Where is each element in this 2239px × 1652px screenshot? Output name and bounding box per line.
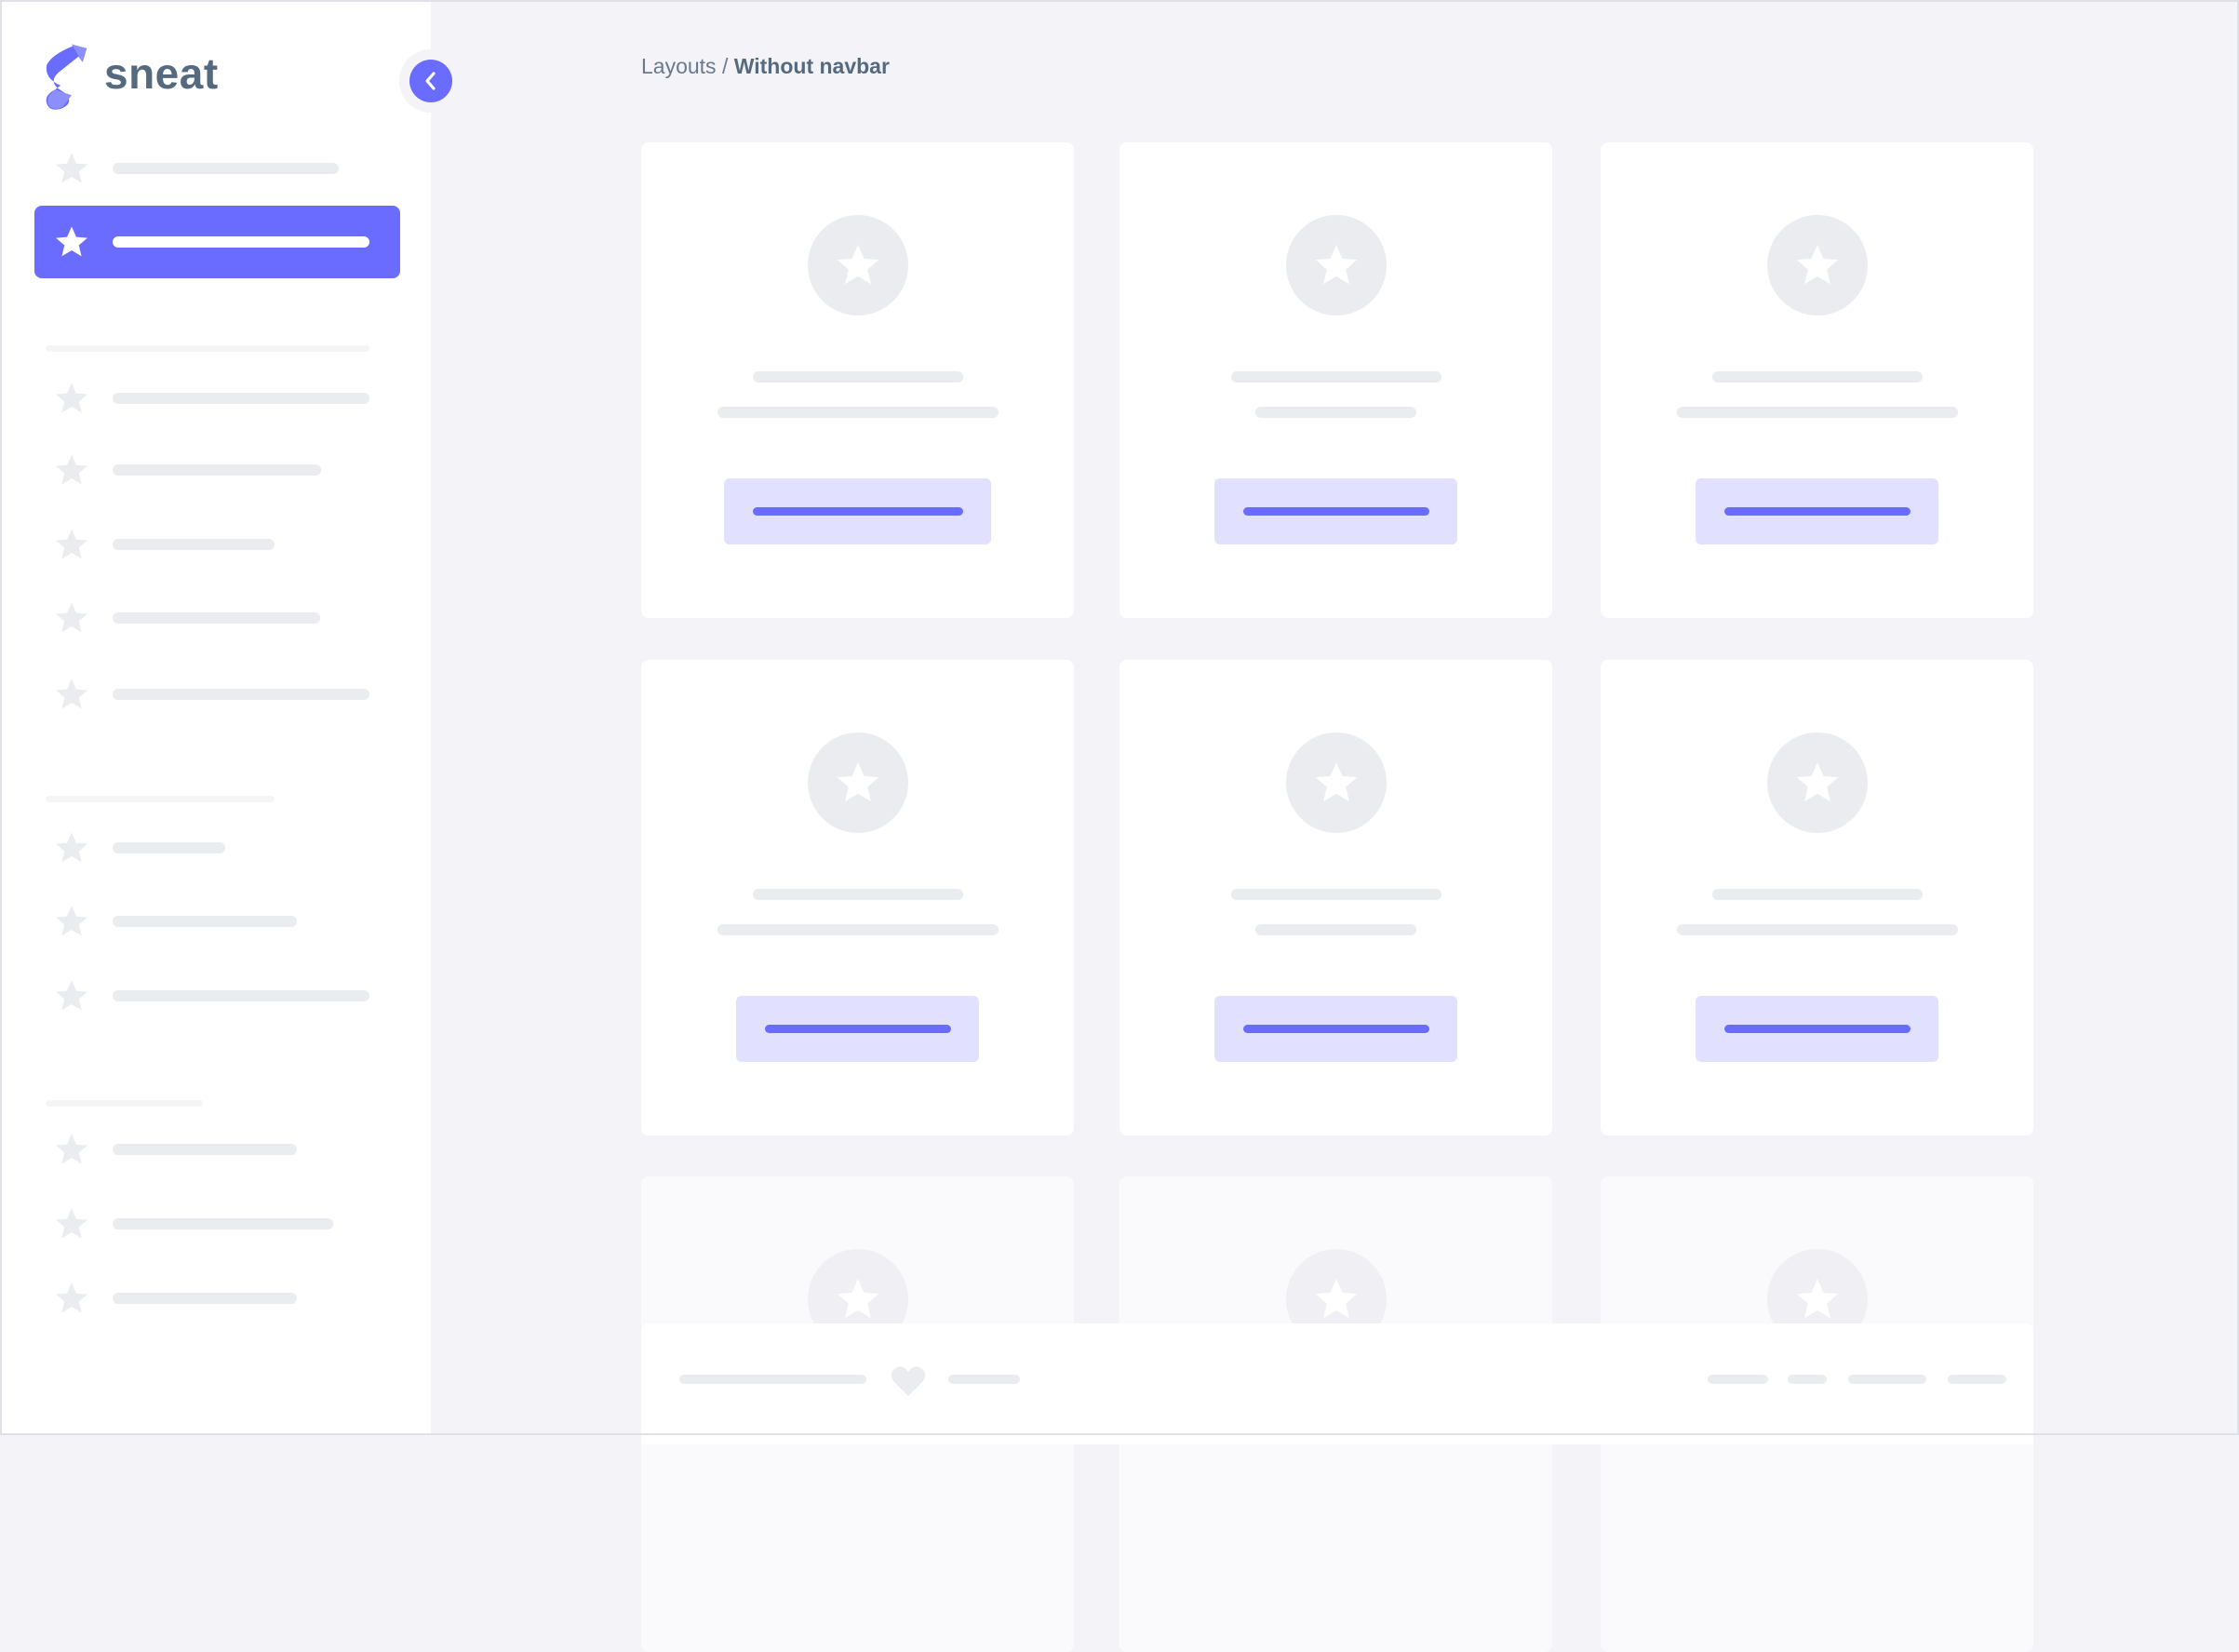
sidebar: sneat: [0, 0, 431, 1435]
breadcrumb: Layouts / Without navbar: [641, 54, 890, 79]
card-title-placeholder: [1711, 371, 1923, 383]
card-button[interactable]: [736, 996, 979, 1062]
card-avatar: [1285, 215, 1387, 316]
star-icon: [1313, 1276, 1360, 1323]
card: [641, 660, 1074, 1135]
card-text-placeholder: [1676, 924, 1958, 935]
card-avatar: [807, 732, 908, 833]
card-button[interactable]: [1696, 996, 1938, 1062]
card: [1601, 142, 2033, 618]
card-text-placeholder: [717, 407, 999, 418]
star-icon: [54, 1132, 89, 1167]
card: [641, 142, 1074, 618]
breadcrumb-parent[interactable]: Layouts: [641, 54, 717, 78]
card-button-label-placeholder: [1242, 507, 1429, 516]
star-icon: [1794, 1276, 1841, 1323]
card-text-placeholder: [1676, 407, 1958, 418]
sidebar-section-header: [46, 1100, 203, 1107]
sneat-logo-icon: [46, 44, 87, 110]
sidebar-item[interactable]: [113, 393, 369, 404]
sidebar-item[interactable]: [113, 612, 320, 624]
star-icon: [54, 151, 89, 186]
star-icon: [54, 978, 89, 1014]
footer-link[interactable]: [1788, 1375, 1827, 1384]
sidebar-item[interactable]: [113, 689, 369, 700]
card-avatar: [1766, 732, 1868, 833]
card-button[interactable]: [1214, 996, 1457, 1062]
star-icon: [1313, 759, 1360, 806]
sidebar-item[interactable]: [113, 1218, 333, 1229]
sidebar-item[interactable]: [113, 916, 297, 927]
star-icon: [54, 452, 89, 488]
star-icon: [54, 830, 89, 866]
star-icon: [54, 600, 89, 636]
star-icon: [54, 1281, 89, 1316]
breadcrumb-separator: /: [716, 54, 734, 78]
star-icon: [1313, 242, 1360, 289]
heart-icon: [891, 1366, 926, 1396]
card-text-placeholder: [717, 924, 999, 935]
collapse-sidebar-button[interactable]: [409, 60, 452, 102]
chevron-left-icon: [425, 72, 436, 90]
card-title-placeholder: [752, 889, 963, 900]
sidebar-item[interactable]: [113, 1144, 297, 1155]
card-button-label-placeholder: [764, 1025, 951, 1033]
card: [1601, 660, 2033, 1135]
star-icon: [54, 224, 89, 260]
sidebar-item[interactable]: [113, 842, 225, 853]
star-icon: [1794, 759, 1841, 806]
star-icon: [835, 1276, 881, 1323]
card-text-placeholder: [1255, 924, 1416, 935]
footer-link[interactable]: [1848, 1375, 1926, 1384]
card-button[interactable]: [1696, 478, 1938, 544]
star-icon: [54, 1206, 89, 1242]
logo-text[interactable]: sneat: [104, 49, 219, 98]
card-avatar: [807, 215, 908, 316]
sidebar-item[interactable]: [113, 464, 321, 476]
sidebar-item[interactable]: [113, 163, 339, 174]
footer-text-placeholder: [679, 1375, 866, 1384]
card-title-placeholder: [1230, 889, 1441, 900]
card: [1120, 142, 1552, 618]
card-avatar: [1285, 732, 1387, 833]
card-text-placeholder: [1255, 407, 1416, 418]
card-title-placeholder: [752, 371, 963, 383]
star-icon: [54, 381, 89, 416]
sidebar-item[interactable]: [113, 236, 369, 248]
star-icon: [835, 759, 881, 806]
card-button[interactable]: [724, 478, 991, 544]
star-icon: [54, 904, 89, 939]
sidebar-item[interactable]: [113, 1293, 297, 1304]
card-button-label-placeholder: [1723, 1025, 1911, 1033]
sidebar-section-header: [46, 796, 275, 802]
sidebar-item[interactable]: [113, 990, 369, 1001]
card-title-placeholder: [1711, 889, 1923, 900]
card-button-label-placeholder: [1723, 507, 1911, 516]
card-button[interactable]: [1214, 478, 1457, 544]
footer-link[interactable]: [1948, 1375, 2006, 1384]
card-title-placeholder: [1230, 371, 1441, 383]
star-icon: [835, 242, 881, 289]
sidebar-section-header: [46, 345, 369, 352]
breadcrumb-current: Without navbar: [733, 54, 890, 78]
card-button-label-placeholder: [752, 507, 963, 516]
card: [1120, 660, 1552, 1135]
star-icon: [54, 677, 89, 712]
card-avatar: [1766, 215, 1868, 316]
star-icon: [1794, 242, 1841, 289]
footer-link[interactable]: [1708, 1375, 1768, 1384]
footer: [641, 1323, 2033, 1444]
sidebar-item[interactable]: [113, 539, 275, 550]
star-icon: [54, 527, 89, 562]
card-button-label-placeholder: [1242, 1025, 1429, 1033]
footer-text-placeholder: [948, 1375, 1020, 1384]
